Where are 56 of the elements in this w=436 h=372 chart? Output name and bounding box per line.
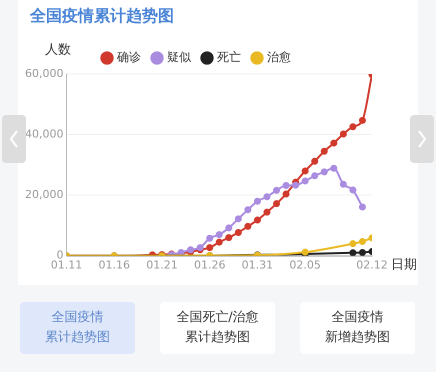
point [244, 222, 252, 230]
y-tick-label: 60,000 [24, 66, 64, 80]
point [302, 167, 309, 174]
point [234, 215, 242, 222]
x-tick-label: 02.12 [356, 258, 388, 272]
point [263, 193, 270, 200]
point [254, 198, 261, 205]
text: 全国疫情新增趋势图 [325, 309, 390, 347]
point [349, 249, 356, 256]
point [320, 168, 328, 176]
point [349, 240, 356, 248]
legend-label: 疑似 [167, 50, 191, 64]
text: 全国疫情累计趋势图 [45, 309, 110, 347]
x-tick-label: 01.21 [146, 258, 178, 272]
legend-label: 死亡 [217, 50, 241, 64]
x-tick-label: 01.26 [194, 258, 226, 272]
point [282, 190, 290, 198]
point [254, 216, 261, 224]
point [216, 238, 223, 246]
point [273, 186, 280, 194]
x-axis-title: 日期 [391, 258, 417, 273]
point [234, 228, 242, 236]
point [225, 234, 232, 242]
point [330, 164, 338, 172]
point [349, 123, 356, 130]
point [311, 158, 318, 165]
point [225, 224, 232, 232]
point [349, 186, 356, 194]
y-tick-label: 40,000 [24, 127, 64, 140]
point [302, 177, 309, 184]
point [358, 248, 366, 256]
y-tick-label: 20,000 [24, 188, 64, 202]
point [330, 140, 338, 147]
point [320, 148, 328, 155]
x-tick-label: 01.16 [98, 258, 130, 272]
point [292, 182, 300, 189]
text: 全国死亡/治愈累计趋势图 [176, 309, 259, 347]
point [340, 180, 347, 188]
y-axis-title: 人数 [45, 42, 71, 58]
x-tick-label: 01.31 [242, 258, 274, 272]
legend-label: 确诊 [116, 50, 141, 64]
point [358, 204, 366, 211]
point [358, 116, 366, 124]
point [206, 234, 214, 242]
point [282, 182, 290, 190]
point [216, 231, 223, 238]
point [340, 130, 347, 138]
point [273, 200, 280, 208]
chart-title: 全国疫情累计趋势图 [30, 6, 174, 27]
x-tick-label: 02.05 [289, 258, 321, 272]
point [263, 208, 270, 216]
point [206, 244, 214, 252]
point [244, 206, 252, 214]
point [311, 172, 318, 180]
legend-label: 治愈 [267, 50, 291, 64]
point [358, 238, 366, 246]
